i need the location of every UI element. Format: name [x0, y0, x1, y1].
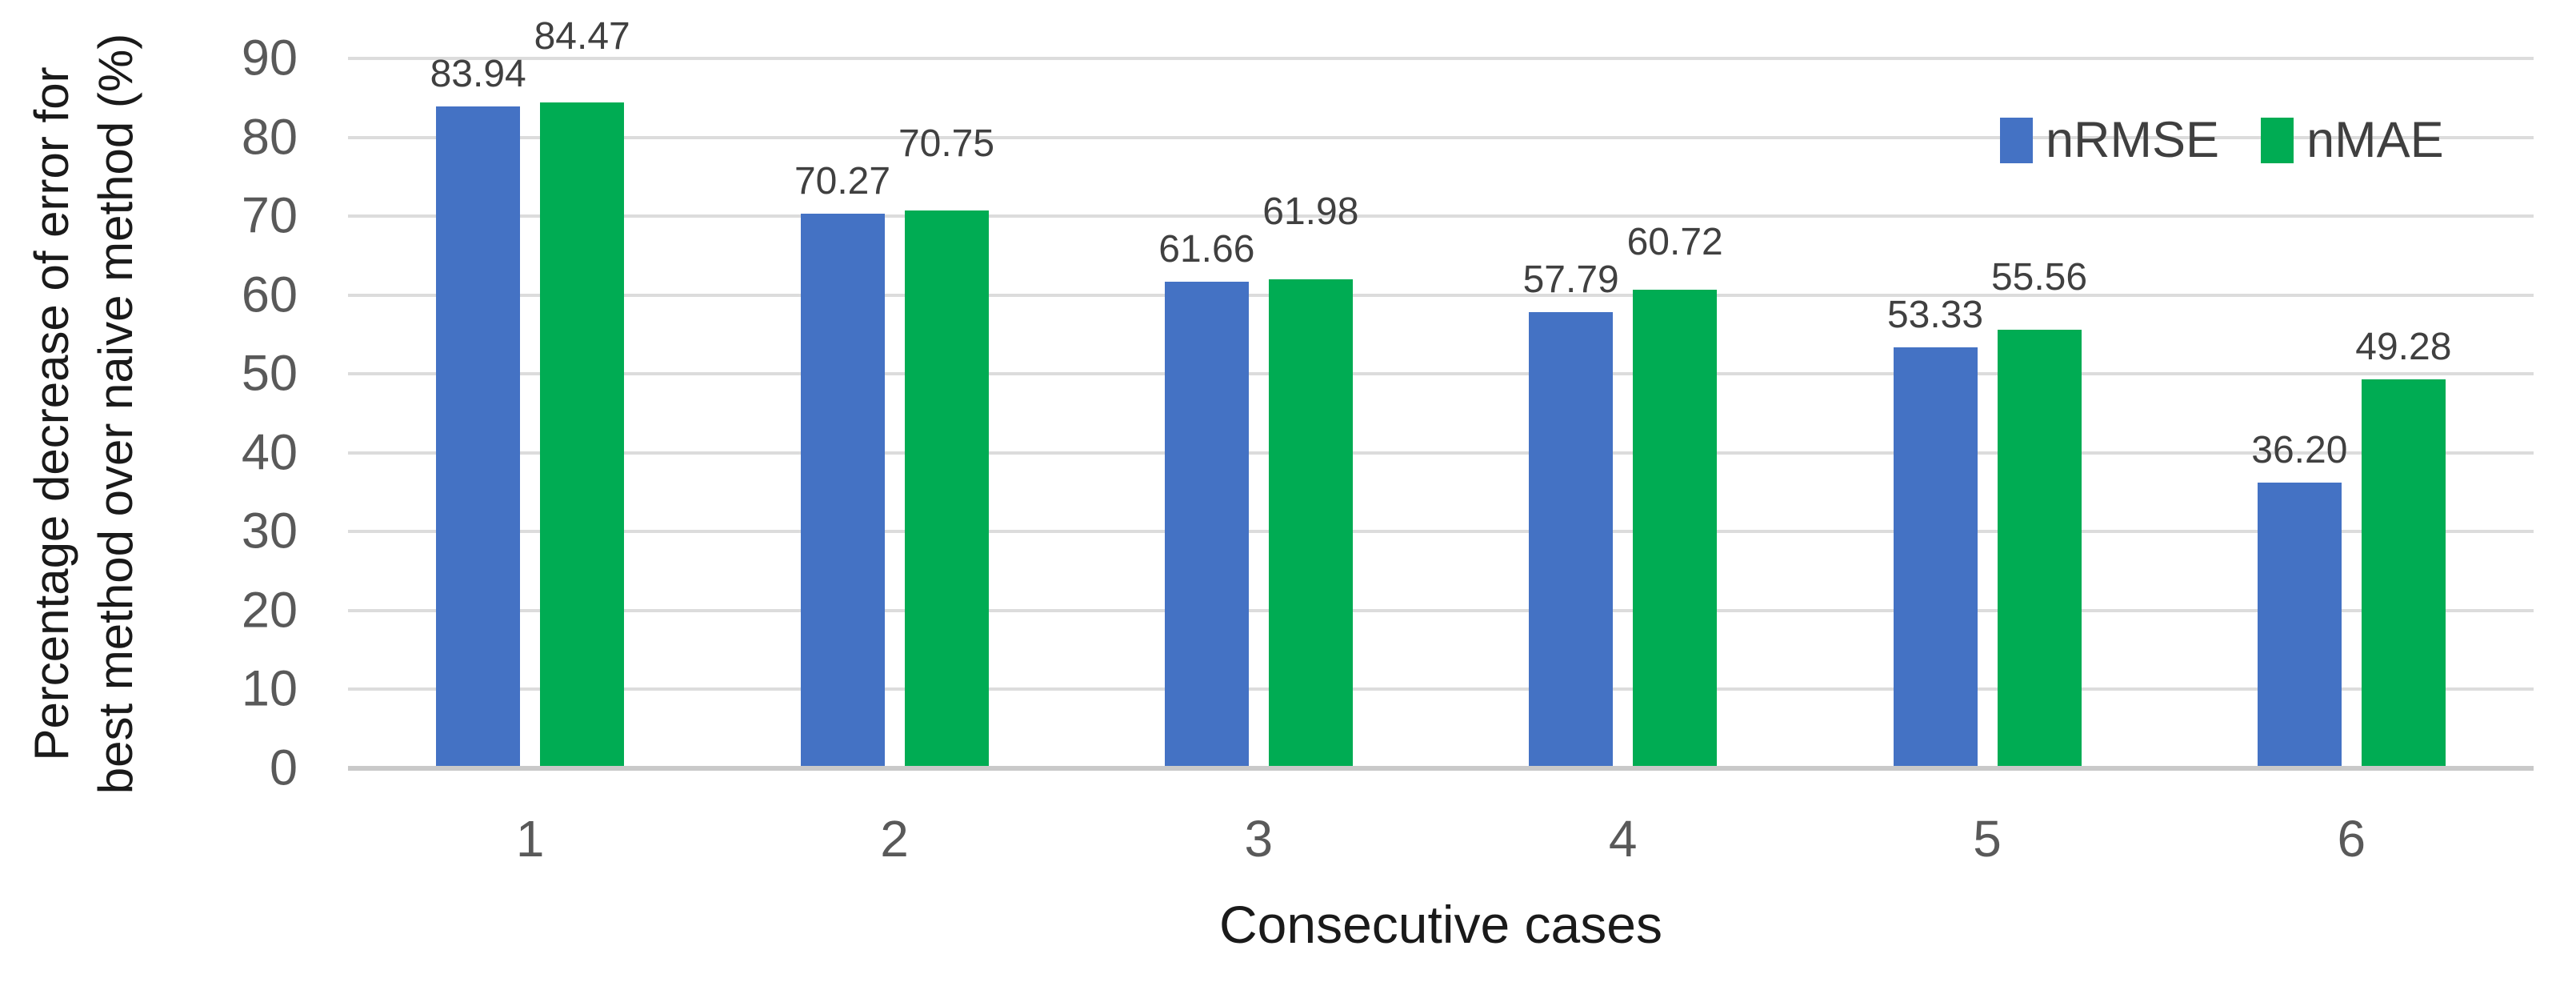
x-axis-tick-label-2: 2	[880, 810, 909, 868]
gridline-10	[348, 687, 2534, 691]
data-label-nmae-case-5: 55.56	[1990, 256, 2088, 299]
data-label-nmae-case-4: 60.72	[1626, 221, 1723, 264]
data-label-nmae-case-6: 49.28	[2355, 326, 2452, 369]
data-label-nrmse-case-1: 83.94	[430, 52, 526, 95]
plot-area: 83.94 84.47 70.27 70.75 61.66 61.98 57.79 60.72…	[348, 15, 2534, 771]
data-label-nrmse-case-2: 70.27	[794, 160, 891, 203]
y-axis-tick-label-20: 20	[241, 582, 298, 639]
bar-nrmse-case-5	[1893, 347, 1978, 768]
gridline-20	[348, 608, 2534, 612]
x-axis-tick-label-3: 3	[1244, 810, 1274, 868]
bar-nrmse-case-4	[1529, 312, 1614, 768]
x-axis-tick-label-1: 1	[515, 810, 545, 868]
y-axis-tick-label-90: 90	[241, 30, 298, 86]
gridline-90	[348, 57, 2534, 60]
bar-nmae-case-5	[1997, 330, 2082, 768]
legend: nRMSE nMAE	[2000, 115, 2444, 166]
x-axis-tick-label-5: 5	[1973, 810, 2002, 868]
gridline-70	[348, 214, 2534, 218]
gridline-50	[348, 372, 2534, 376]
bar-nmae-case-6	[2361, 379, 2446, 768]
bar-nmae-case-3	[1268, 279, 1353, 768]
bar-nmae-case-4	[1633, 289, 1718, 768]
gridline-40	[348, 451, 2534, 455]
x-axis-tick-label-6: 6	[2337, 810, 2366, 868]
data-label-nrmse-case-5: 53.33	[1886, 294, 1984, 337]
legend-marker-nmae	[2261, 118, 2294, 163]
legend-marker-nrmse	[2000, 118, 2033, 163]
legend-item-nmae: nMAE	[2261, 115, 2444, 166]
legend-label-nmae: nMAE	[2306, 112, 2444, 168]
x-axis-line	[348, 766, 2534, 771]
y-axis-tick-label-30: 30	[241, 503, 298, 559]
y-axis-tick-label-0: 0	[269, 740, 298, 796]
x-axis-tick-label-4: 4	[1608, 810, 1638, 868]
bar-nrmse-case-3	[1164, 282, 1249, 768]
gridline-80	[348, 135, 2534, 139]
bar-nrmse-case-2	[800, 214, 885, 768]
data-label-nrmse-case-4: 57.79	[1522, 259, 1619, 302]
y-axis-tick-label-70: 70	[241, 187, 298, 244]
y-axis-tick-label-40: 40	[241, 424, 298, 481]
bar-nmae-case-2	[904, 210, 989, 768]
y-axis-tick-label-80: 80	[241, 109, 298, 166]
y-axis-tick-label-10: 10	[241, 660, 298, 717]
legend-label-nrmse: nRMSE	[2046, 112, 2220, 168]
data-label-nmae-case-1: 84.47	[534, 14, 630, 58]
data-label-nrmse-case-6: 36.20	[2251, 429, 2348, 472]
data-label-nmae-case-3: 61.98	[1262, 190, 1359, 234]
bar-nrmse-case-6	[2257, 483, 2342, 768]
y-axis-tick-label-50: 50	[241, 345, 298, 402]
y-axis-tick-label-60: 60	[241, 267, 298, 323]
data-label-nmae-case-2: 70.75	[898, 122, 995, 166]
x-axis-title: Consecutive cases	[1219, 895, 1662, 954]
gridline-60	[348, 293, 2534, 297]
bar-nmae-case-1	[540, 102, 625, 768]
gridline-30	[348, 530, 2534, 534]
data-label-nrmse-case-3: 61.66	[1158, 228, 1255, 271]
legend-item-nrmse: nRMSE	[2000, 115, 2219, 166]
bar-nrmse-case-1	[436, 106, 521, 768]
